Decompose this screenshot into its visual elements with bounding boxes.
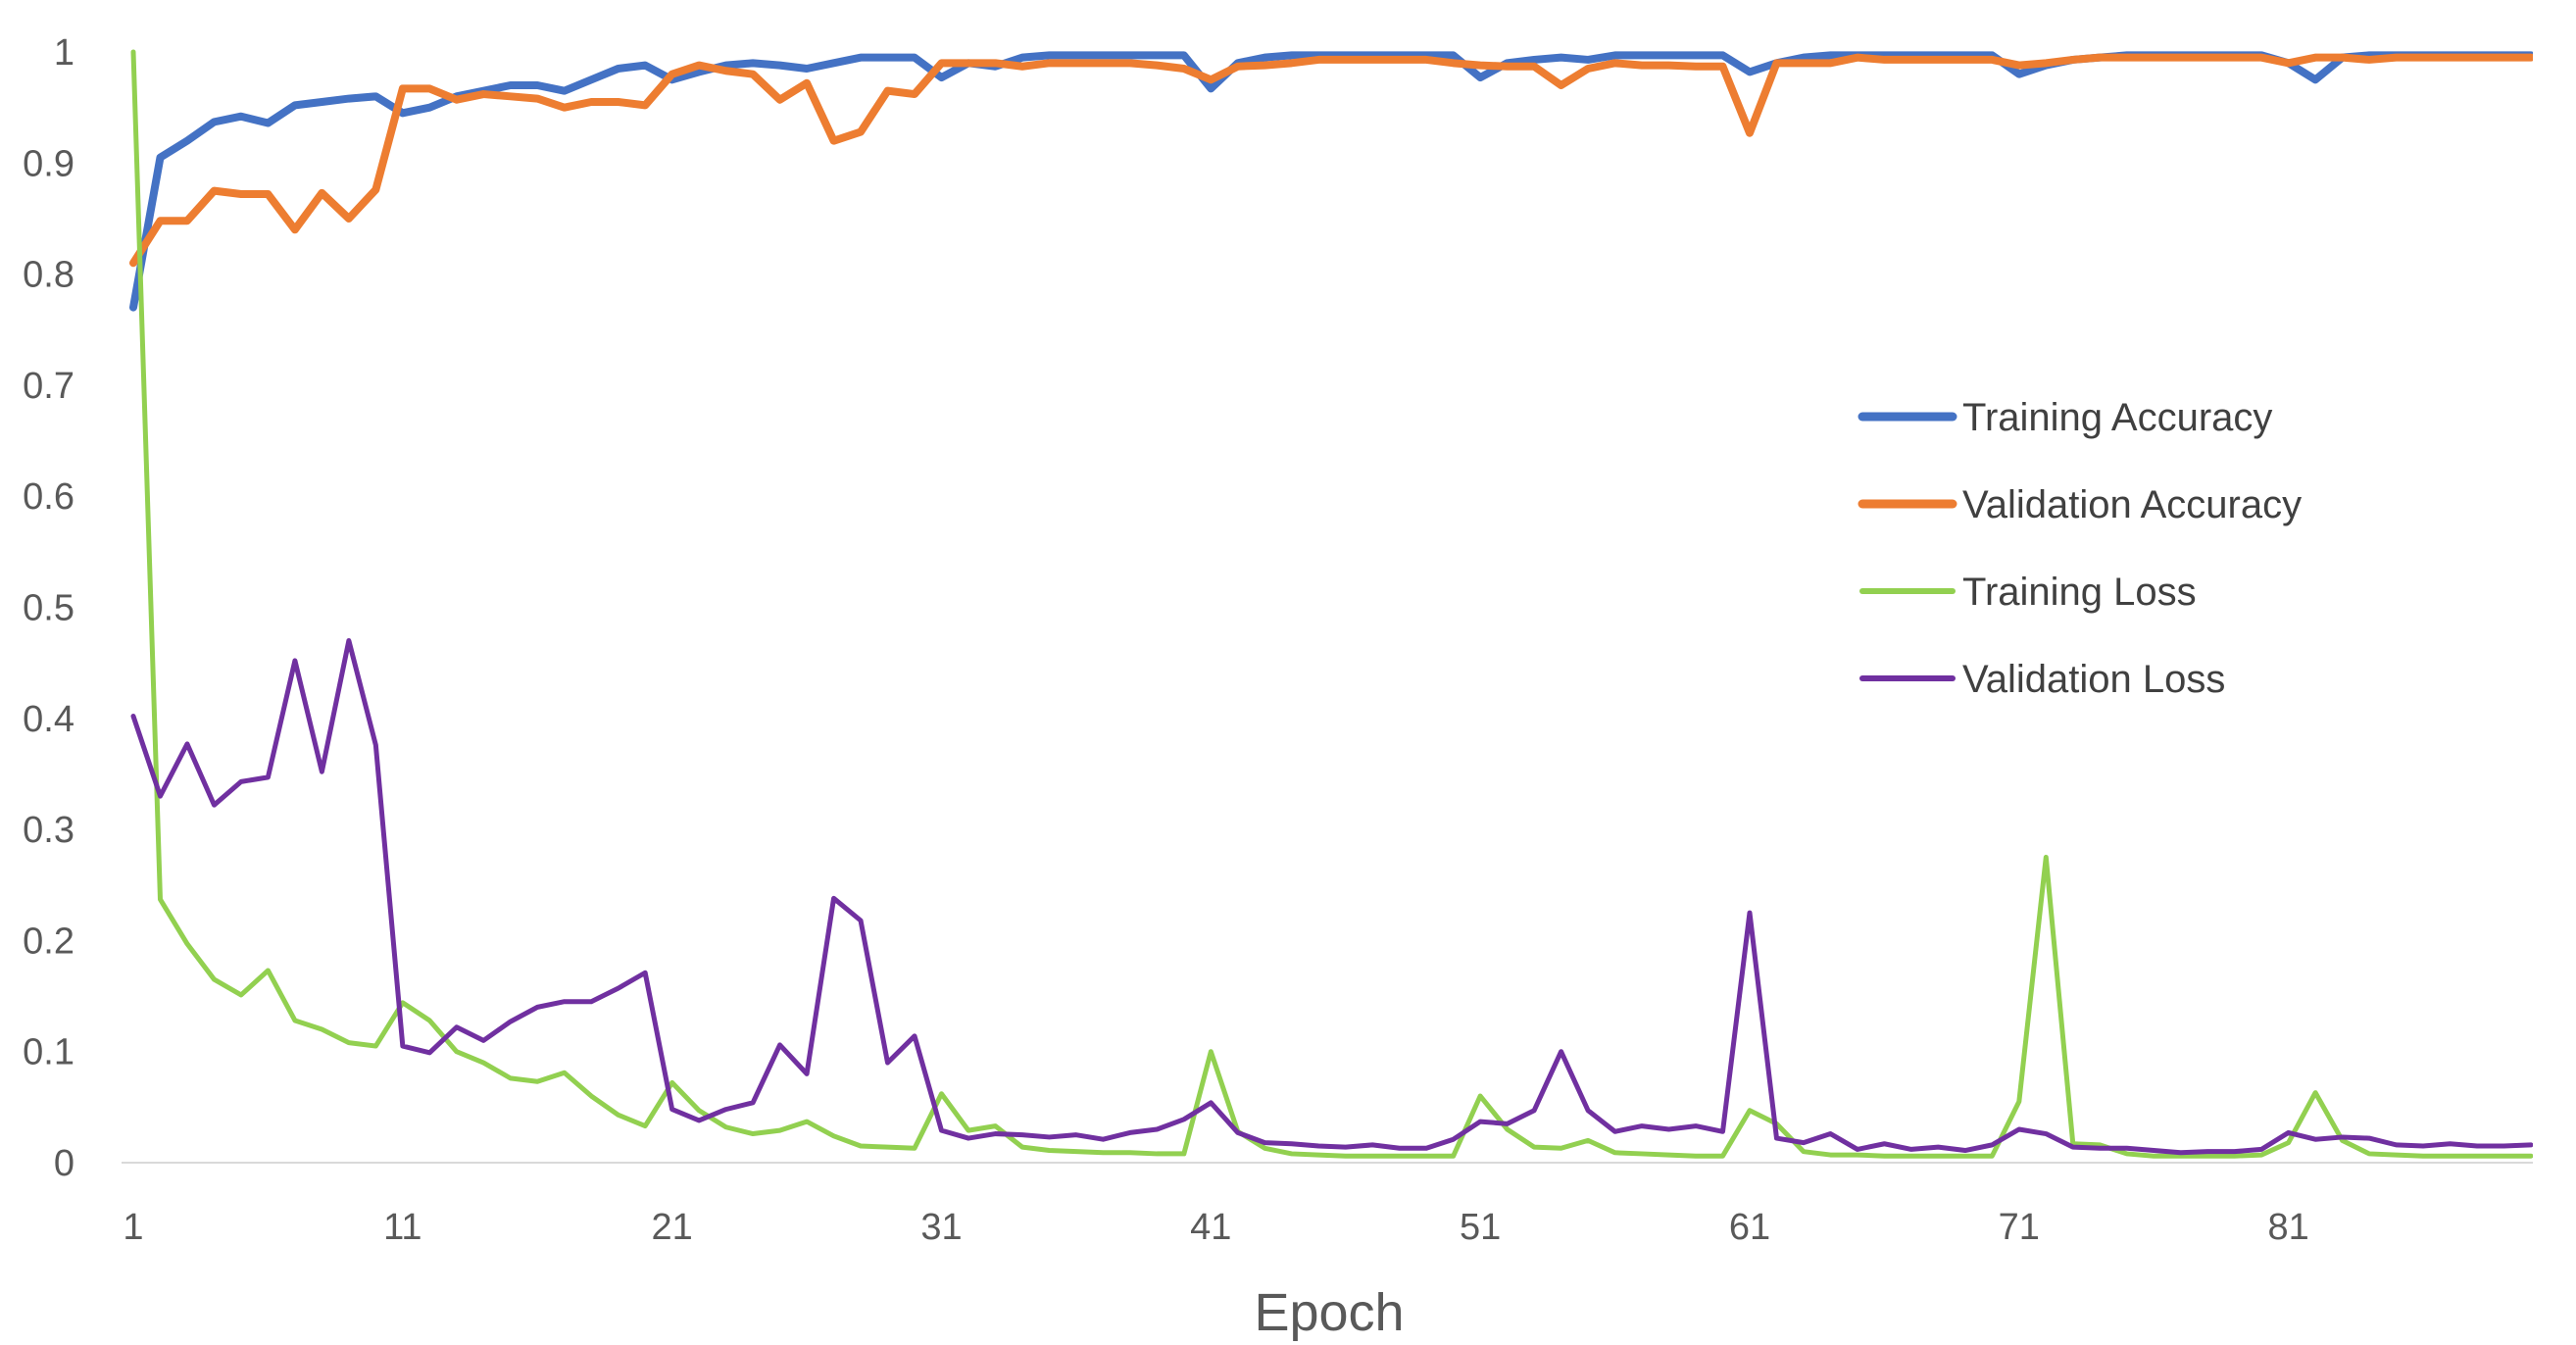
y-tick-label: 1 <box>54 32 74 74</box>
y-tick-label: 0.5 <box>23 588 74 629</box>
y-tick-label: 0.9 <box>23 143 74 184</box>
x-tick-label: 21 <box>652 1207 693 1248</box>
legend-label: Validation Loss <box>1962 658 2225 701</box>
x-tick-label: 81 <box>2268 1207 2309 1248</box>
x-tick-label: 31 <box>920 1207 962 1248</box>
y-tick-label: 0.2 <box>23 921 74 962</box>
x-tick-label: 11 <box>383 1207 421 1248</box>
y-tick-label: 0.8 <box>23 255 74 296</box>
y-tick-label: 0.1 <box>23 1032 74 1073</box>
legend-label: Training Loss <box>1962 571 2197 614</box>
legend: Training Accuracy Validation Accuracy Trai… <box>1858 396 2302 701</box>
y-axis-tick-labels: 0 0.1 0.2 0.3 0.4 0.5 0.6 0.7 0.8 0.9 1 <box>23 32 74 1184</box>
y-tick-label: 0.4 <box>23 699 74 740</box>
legend-label: Validation Accuracy <box>1962 483 2302 526</box>
x-axis-tick-labels: 1 11 21 31 41 51 61 71 81 <box>123 1207 2308 1248</box>
series-lines <box>129 49 2533 1159</box>
x-axis-title: Epoch <box>1254 1283 1404 1342</box>
series-line-training-loss <box>130 49 2533 1159</box>
x-tick-label: 41 <box>1190 1207 1231 1248</box>
legend-label: Training Accuracy <box>1962 396 2272 439</box>
x-tick-label: 1 <box>123 1207 143 1248</box>
y-tick-label: 0.3 <box>23 810 74 851</box>
y-tick-label: 0.7 <box>23 366 74 407</box>
x-tick-label: 71 <box>1999 1207 2040 1248</box>
x-tick-label: 61 <box>1729 1207 1770 1248</box>
series-line-validation-accuracy <box>129 53 2533 268</box>
y-tick-label: 0 <box>54 1143 74 1184</box>
x-tick-label: 51 <box>1460 1207 1501 1248</box>
series-line-validation-loss <box>130 637 2533 1156</box>
y-tick-label: 0.6 <box>23 476 74 518</box>
